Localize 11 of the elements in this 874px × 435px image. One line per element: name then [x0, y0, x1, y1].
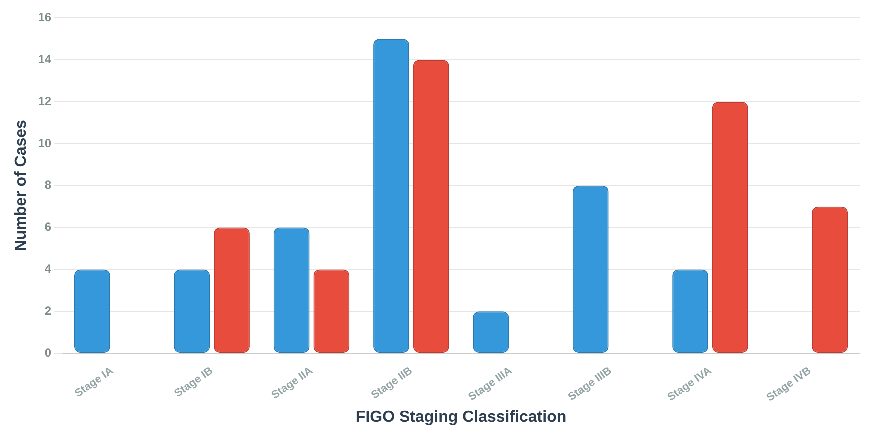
- y-tick-label: 16: [38, 10, 52, 25]
- y-tick-label: 12: [38, 94, 52, 108]
- x-axis-title: FIGO Staging Classification: [356, 408, 567, 426]
- y-tick-label: 10: [38, 136, 52, 150]
- y-tick-label: 2: [44, 304, 52, 318]
- y-tick-label: 8: [44, 178, 52, 192]
- y-tick-label: 6: [44, 220, 52, 234]
- y-tick-label: 4: [44, 262, 52, 276]
- y-tick-label: 0: [44, 346, 52, 360]
- y-tick-label: 14: [38, 52, 52, 66]
- y-axis-title: Number of Cases: [13, 120, 30, 252]
